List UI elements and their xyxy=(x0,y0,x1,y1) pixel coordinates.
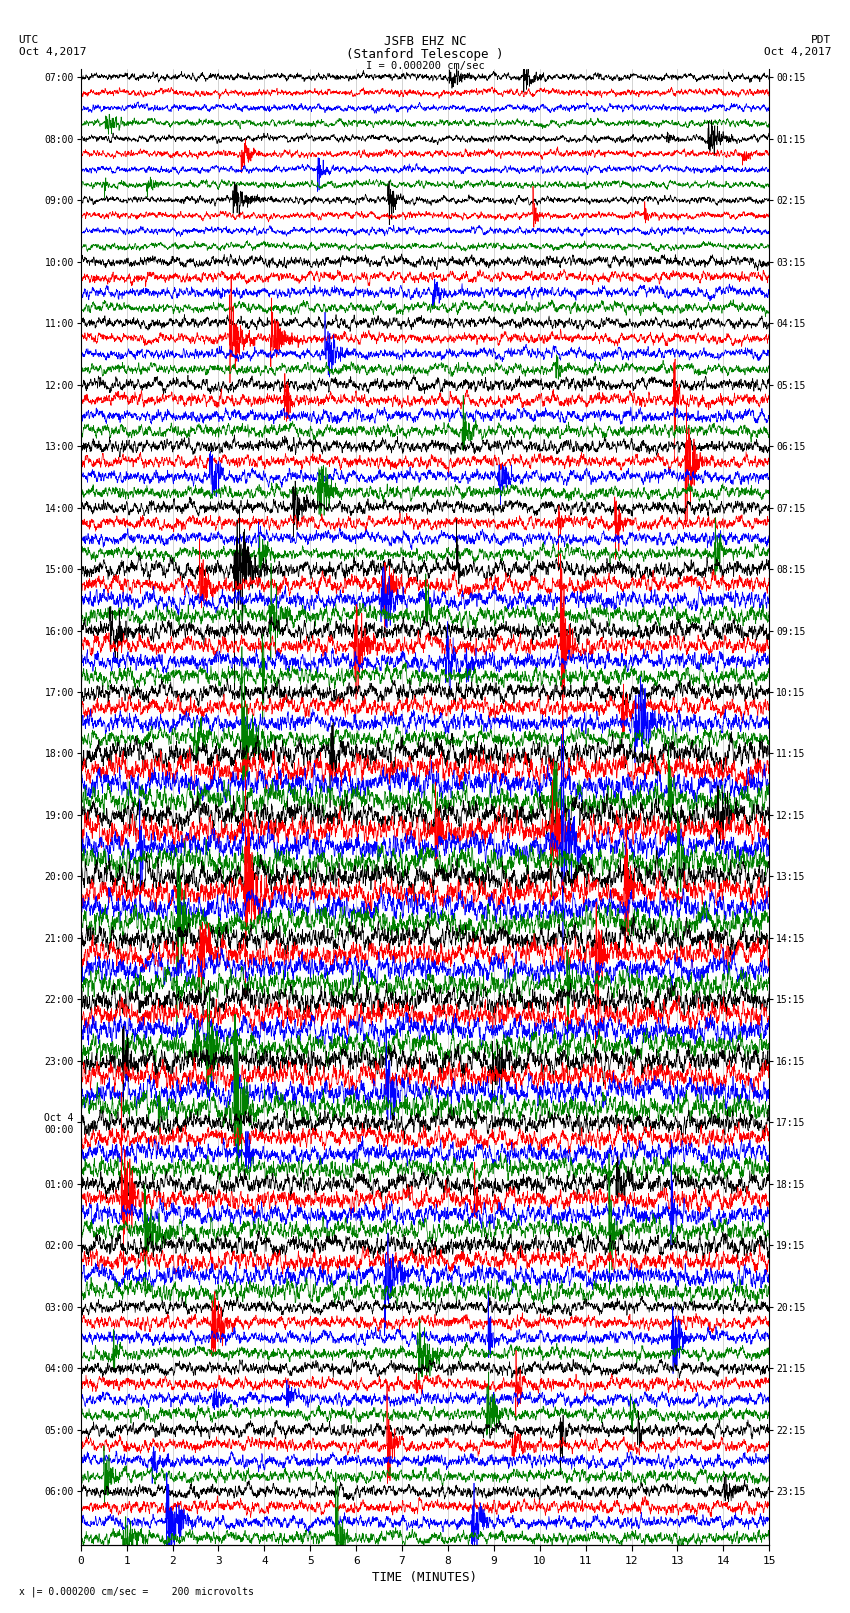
Text: I = 0.000200 cm/sec: I = 0.000200 cm/sec xyxy=(366,61,484,71)
Text: Oct 4,2017: Oct 4,2017 xyxy=(19,47,86,56)
Text: PDT: PDT xyxy=(811,35,831,45)
Text: UTC: UTC xyxy=(19,35,39,45)
Text: (Stanford Telescope ): (Stanford Telescope ) xyxy=(346,48,504,61)
Text: JSFB EHZ NC: JSFB EHZ NC xyxy=(383,35,467,48)
Text: x |= 0.000200 cm/sec =    200 microvolts: x |= 0.000200 cm/sec = 200 microvolts xyxy=(19,1586,253,1597)
Text: Oct 4,2017: Oct 4,2017 xyxy=(764,47,831,56)
X-axis label: TIME (MINUTES): TIME (MINUTES) xyxy=(372,1571,478,1584)
